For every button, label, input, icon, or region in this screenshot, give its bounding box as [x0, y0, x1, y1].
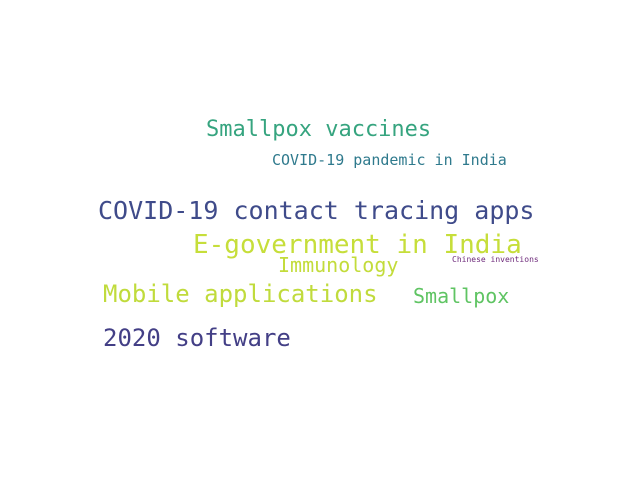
word-chinese-inventions: Chinese inventions — [452, 255, 539, 264]
word-covid-19-contact-tracing-apps: COVID-19 contact tracing apps — [98, 196, 535, 225]
word-immunology: Immunology — [278, 253, 399, 277]
word-covid-19-pandemic-in-india: COVID-19 pandemic in India — [272, 151, 507, 169]
word-e-government-in-india: E-government in India — [193, 230, 522, 260]
word-2020-software: 2020 software — [103, 324, 291, 352]
word-smallpox-vaccines: Smallpox vaccines — [206, 117, 432, 142]
word-smallpox: Smallpox — [413, 284, 510, 308]
word-mobile-applications: Mobile applications — [103, 280, 378, 308]
